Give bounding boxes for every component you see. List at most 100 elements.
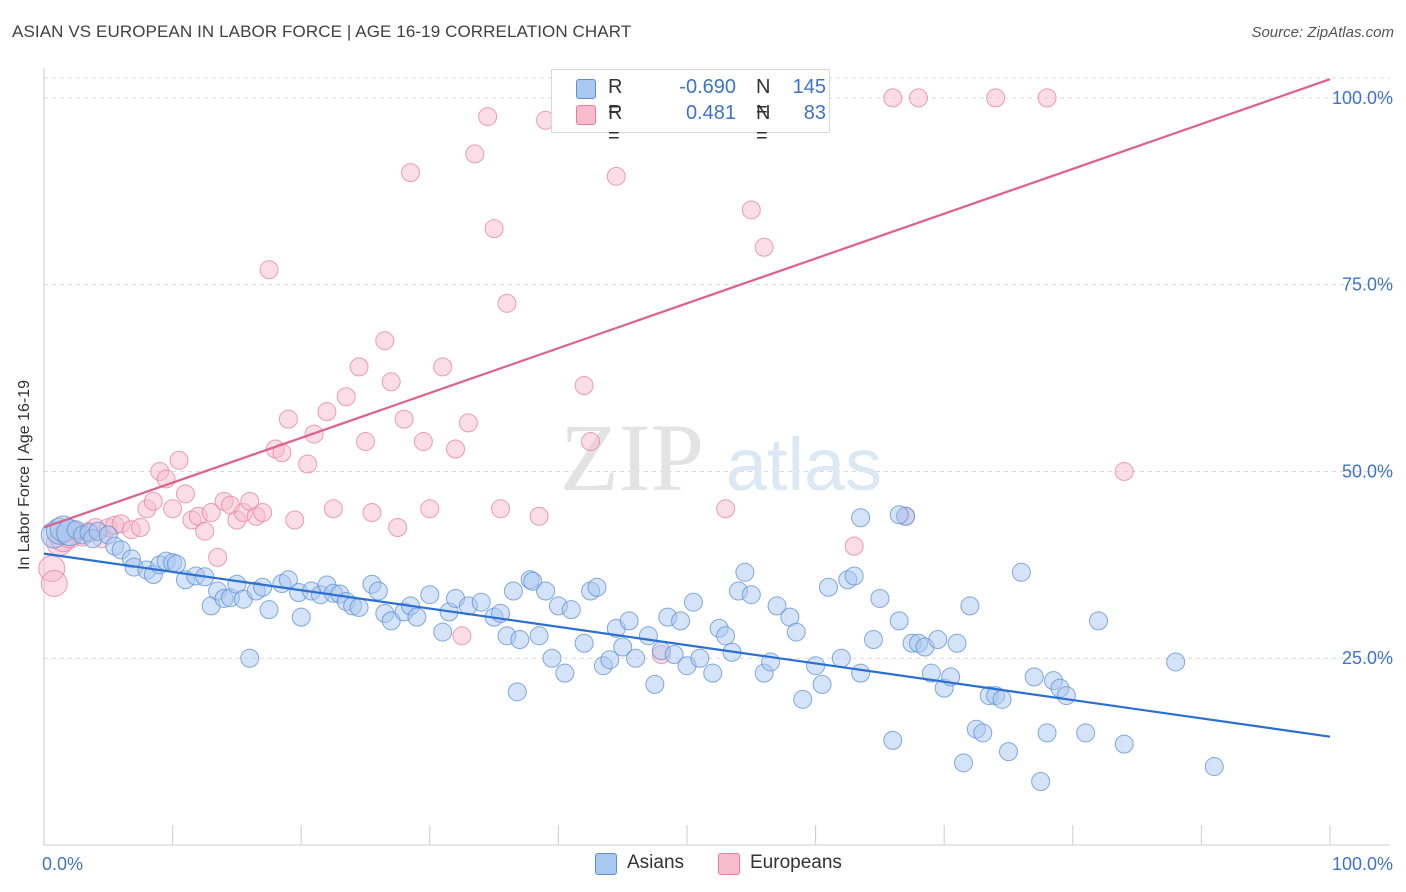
y-tick-label: 75.0% — [1342, 275, 1393, 295]
asian-point — [259, 600, 279, 620]
asian-point — [1114, 734, 1134, 754]
legend-swatch-asians — [595, 853, 617, 875]
asian-point — [1166, 652, 1186, 672]
european-point — [1114, 461, 1134, 481]
european-point — [484, 219, 504, 239]
legend-swatch-asians — [576, 79, 596, 99]
european-point — [259, 260, 279, 280]
asian-point — [812, 674, 832, 694]
asian-point — [921, 663, 941, 683]
asian-point — [536, 581, 556, 601]
european-point — [388, 517, 408, 537]
european-point — [169, 450, 189, 470]
y-axis-label: In Labor Force | Age 16-19 — [16, 379, 33, 570]
asian-point — [1011, 562, 1031, 582]
legend-n-label: N = — [756, 102, 771, 147]
european-point — [606, 166, 626, 186]
european-point — [1037, 88, 1057, 108]
y-tick-label: 50.0% — [1342, 461, 1393, 481]
european-point — [375, 331, 395, 351]
source-label: Source: ZipAtlas.com — [1251, 24, 1394, 41]
watermark-zip: ZIP — [560, 404, 704, 511]
european-point — [420, 499, 440, 519]
asian-point — [992, 689, 1012, 709]
european-point — [491, 499, 511, 519]
asian-point — [671, 611, 691, 631]
asian-point — [953, 753, 973, 773]
asian-point — [291, 607, 311, 627]
asian-point — [555, 663, 575, 683]
european-point — [175, 484, 195, 504]
y-tick-label: 100.0% — [1332, 88, 1393, 108]
axes-layer — [43, 68, 1390, 846]
asian-point — [1076, 723, 1096, 743]
x-tick-label: 100.0% — [1332, 854, 1393, 874]
asian-point — [664, 644, 684, 664]
asian-point — [638, 626, 658, 646]
asian-point — [587, 577, 607, 597]
asian-point — [683, 592, 703, 612]
european-point — [317, 402, 337, 422]
asian-point — [507, 682, 527, 702]
european-point — [40, 570, 68, 598]
x-tick-label: 0.0% — [42, 854, 83, 874]
asian-point — [1056, 686, 1076, 706]
asian-point — [786, 622, 806, 642]
european-point — [413, 432, 433, 452]
asian-point — [407, 607, 427, 627]
grid-layer — [44, 77, 1390, 659]
legend-label-asians: Asians — [627, 852, 685, 873]
asian-point — [741, 585, 761, 605]
watermark: ZIP atlas — [560, 404, 882, 511]
asian-point — [999, 742, 1018, 762]
asian-point — [542, 648, 562, 668]
legend-r-label: R = — [608, 76, 623, 121]
european-point — [349, 357, 369, 377]
asian-point — [1031, 771, 1051, 791]
asian-point — [851, 663, 871, 683]
legend-swatch-europeans — [576, 105, 596, 125]
asian-point — [889, 505, 909, 525]
asian-point — [613, 637, 633, 657]
asian-point — [240, 648, 260, 668]
european-point — [908, 88, 928, 108]
asian-point — [1089, 611, 1109, 631]
asian-point — [433, 622, 453, 642]
european-point — [465, 144, 485, 164]
european-point — [986, 88, 1006, 108]
legend-swatch-europeans — [718, 853, 740, 875]
european-point — [716, 499, 736, 519]
asian-point — [368, 581, 388, 601]
european-point — [298, 454, 318, 474]
asian-point — [735, 562, 755, 582]
asian-point — [510, 630, 530, 650]
legend-r-label: R = — [608, 102, 623, 147]
european-point — [497, 293, 517, 313]
asian-point — [619, 611, 639, 631]
watermark-atlas: atlas — [726, 423, 882, 506]
asian-point — [574, 633, 594, 653]
chart-title: ASIAN VS EUROPEAN IN LABOR FORCE | AGE 1… — [12, 22, 632, 41]
european-point — [574, 376, 594, 396]
asian-point — [420, 585, 440, 605]
asian-point — [818, 577, 838, 597]
asian-point — [793, 689, 813, 709]
trend-layer — [43, 78, 1331, 738]
legend-n-label: N = — [756, 76, 771, 121]
legend-r-value: 0.481 — [685, 102, 736, 124]
asian-point — [851, 508, 871, 528]
european-point — [844, 536, 864, 556]
european-point — [581, 432, 601, 452]
asian-point — [645, 674, 665, 694]
european-point — [285, 510, 305, 530]
asian-point — [1204, 757, 1224, 777]
european-point — [356, 432, 375, 452]
asian-point — [947, 633, 967, 653]
asian-point — [626, 648, 646, 668]
asian-point — [863, 630, 883, 650]
european-point — [529, 506, 549, 526]
european-point — [452, 626, 472, 646]
european-point — [381, 372, 401, 392]
legend-n-value: 145 — [792, 76, 826, 98]
